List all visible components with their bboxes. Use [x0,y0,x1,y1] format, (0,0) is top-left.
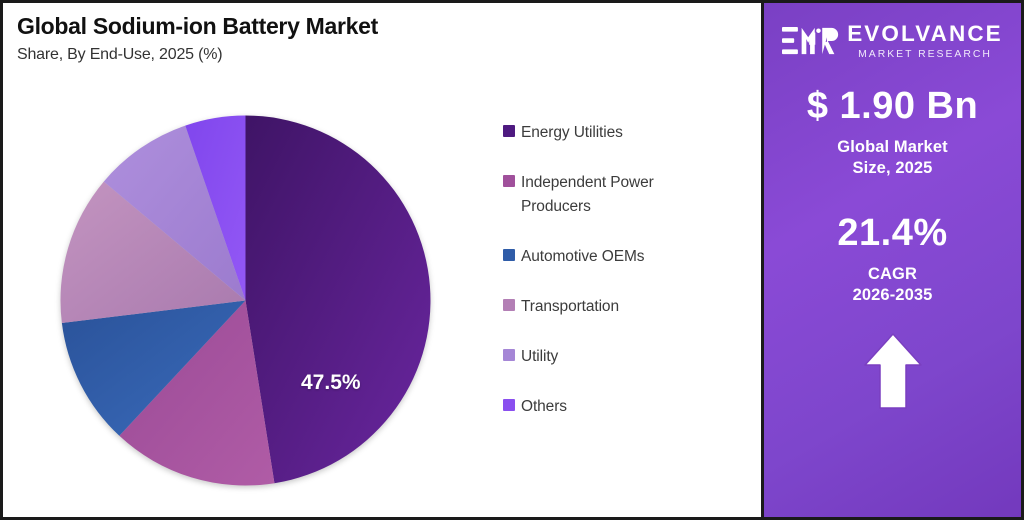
legend-swatch-icon [503,299,515,312]
cagr-caption-line1: CAGR [868,264,917,283]
legend-swatch-icon [503,125,515,137]
growth-arrow [862,332,924,410]
pie-slice-value-label: 47.5% [301,371,361,394]
brand-tagline: MARKET RESEARCH [858,48,992,60]
stats-panel: EVOLVANCE MARKET RESEARCH $ 1.90 Bn Glob… [764,3,1021,517]
pie-slice[interactable] [103,125,246,301]
market-size-caption: Global Market Size, 2025 [764,137,1021,179]
legend-item[interactable]: Automotive OEMs [503,245,723,269]
legend-swatch-icon [503,175,515,188]
legend-item-label: Energy Utilities [521,124,623,141]
market-size-caption-line2: Size, 2025 [852,158,933,177]
legend-item[interactable]: Others [503,395,723,419]
legend-swatch-icon [503,249,515,262]
pie-chart: 47.5% [58,113,433,488]
cagr-caption: CAGR 2026-2035 [764,264,1021,306]
brand-logo-text: EVOLVANCE MARKET RESEARCH [847,21,1003,60]
legend-swatch-icon [503,349,515,362]
legend-item-label: Automotive OEMs [521,248,645,266]
legend-item-label: Others [521,398,567,416]
cagr-caption-line2: 2026-2035 [852,285,933,304]
pie-slice[interactable] [61,300,246,436]
up-arrow-icon [863,333,922,409]
pie-slice[interactable] [60,181,246,324]
brand-logo: EVOLVANCE MARKET RESEARCH [782,21,1003,60]
market-size-caption-line1: Global Market [837,137,948,156]
cagr-value: 21.4% [837,211,948,254]
chart-legend: Energy Utilities Independent Power Produ… [503,121,723,445]
legend-item[interactable]: Transportation [503,295,723,319]
legend-swatch-icon [503,399,515,412]
pie-slice[interactable] [119,300,275,486]
brand-name: EVOLVANCE [847,21,1003,46]
pie-slice[interactable] [245,115,431,484]
legend-item-label: Independent Power Producers [521,174,654,216]
market-size-stat: $ 1.90 Bn Global Market Size, 2025 [764,84,1021,179]
legend-item[interactable]: Utility [503,345,723,369]
market-size-value: $ 1.90 Bn [806,84,979,127]
pie-slice[interactable] [185,115,246,301]
chart-panel: Global Sodium-ion Battery Market Share, … [3,3,764,517]
legend-item-label: Transportation [521,298,619,316]
chart-subtitle: Share, By End-Use, 2025 (%) [17,46,223,63]
emr-monogram-icon [782,27,839,55]
legend-item-label: Utility [521,348,559,366]
legend-item[interactable]: Energy Utilities [503,121,723,145]
page-title: Global Sodium-ion Battery Market [17,13,379,39]
pie-chart-svg [60,115,431,486]
chart-header: Global Sodium-ion Battery Market Share, … [17,13,378,64]
pie-slice-group [60,115,431,486]
legend-item[interactable]: Independent Power Producers [503,171,723,219]
cagr-stat: 21.4% CAGR 2026-2035 [764,211,1021,306]
